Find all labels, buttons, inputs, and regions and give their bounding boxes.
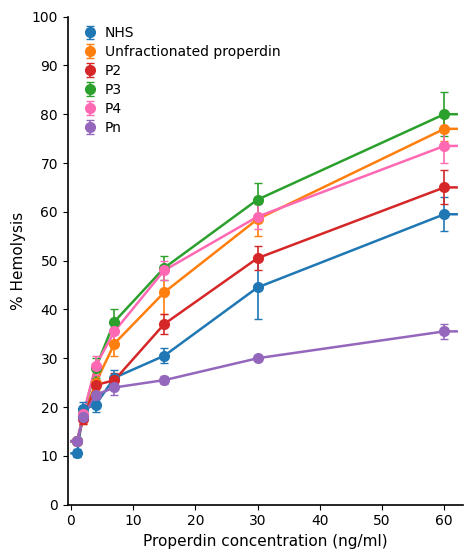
- X-axis label: Properdin concentration (ng/ml): Properdin concentration (ng/ml): [143, 534, 388, 549]
- Legend: NHS, Unfractionated properdin, P2, P3, P4, Pn: NHS, Unfractionated properdin, P2, P3, P…: [79, 24, 283, 137]
- Y-axis label: % Hemolysis: % Hemolysis: [11, 212, 26, 310]
